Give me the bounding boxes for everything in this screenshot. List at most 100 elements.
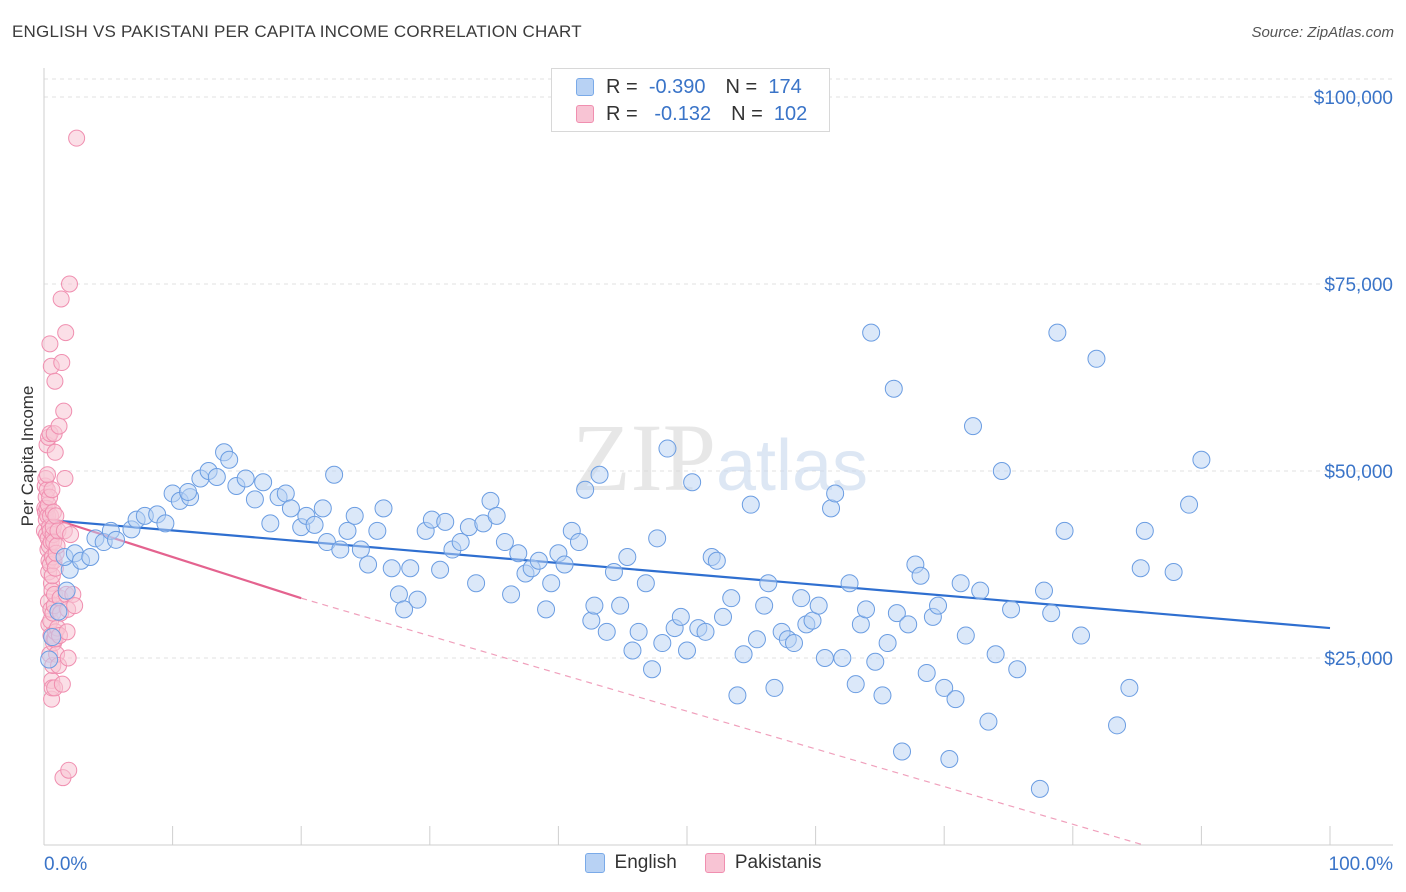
english-point — [866, 652, 885, 671]
english-point — [884, 379, 903, 398]
x-tick-label-left: 0.0% — [44, 854, 87, 875]
english-point — [305, 515, 324, 534]
english-point — [784, 634, 803, 653]
english-point — [1087, 349, 1106, 368]
english-point — [707, 551, 726, 570]
pakistanis-point — [58, 623, 76, 641]
english-point — [582, 611, 601, 630]
english-point — [345, 506, 364, 525]
english-point — [935, 678, 954, 697]
english-point — [653, 634, 672, 653]
english-point — [569, 533, 588, 552]
english-point — [946, 690, 965, 709]
english-point — [893, 742, 912, 761]
legend-n-pakistanis: 102 — [773, 102, 808, 125]
english-point — [873, 686, 892, 705]
english-point — [765, 678, 784, 697]
english-point — [487, 506, 506, 525]
english-point — [1048, 323, 1067, 342]
english-point — [986, 645, 1005, 664]
english-point — [878, 634, 897, 653]
axes — [43, 68, 1393, 846]
english-point — [809, 596, 828, 615]
english-point — [851, 615, 870, 634]
pakistanis-point — [66, 597, 84, 615]
english-point — [846, 675, 865, 694]
legend-swatch-english — [576, 78, 594, 96]
english-point — [382, 559, 401, 578]
english-point — [822, 499, 841, 518]
english-point — [992, 462, 1011, 480]
english-point — [338, 521, 357, 540]
y-axis-label: Per Capita Income — [18, 385, 37, 527]
english-point — [951, 574, 970, 593]
english-point — [368, 521, 387, 540]
english-point — [276, 484, 295, 503]
y-tick-label: $75,000 — [1324, 275, 1393, 296]
english-point — [57, 581, 76, 600]
english-point — [1135, 521, 1154, 540]
english-point — [623, 641, 642, 660]
english-point — [678, 641, 696, 660]
english-point — [1192, 450, 1211, 469]
pakistanis-point — [60, 275, 78, 293]
english-point — [555, 555, 574, 574]
english-point — [917, 663, 936, 682]
english-point — [374, 499, 393, 518]
english-point — [43, 628, 62, 647]
english-point — [618, 548, 637, 567]
english-point — [597, 622, 616, 641]
english-point — [722, 589, 741, 608]
english-point — [636, 574, 655, 593]
english-point — [1042, 604, 1061, 623]
english-point — [502, 585, 521, 604]
english-point — [313, 499, 332, 518]
english-point — [1131, 559, 1150, 578]
watermark-zip: ZIP — [572, 404, 716, 511]
pakistanis-trend-extension — [301, 597, 1144, 846]
legend-item-english: English — [584, 852, 677, 874]
english-point — [431, 560, 450, 579]
english-point — [648, 529, 667, 548]
pakistanis-point — [57, 324, 75, 342]
english-point — [792, 589, 811, 608]
y-tick-labels: $25,000 $50,000 $75,000 $100,000 — [1314, 88, 1393, 670]
english-point — [899, 615, 918, 634]
legend-item-pakistanis: Pakistanis — [704, 852, 821, 874]
english-point — [1108, 716, 1127, 735]
legend-n-label: N = — [731, 102, 763, 125]
english-point — [236, 469, 255, 488]
y-tick-label: $25,000 — [1324, 649, 1393, 670]
english-point — [629, 622, 648, 641]
english-point — [940, 749, 959, 768]
english-point — [261, 514, 280, 533]
english-point — [929, 596, 948, 615]
legend-row-pakistanis: R = -0.132 N = 102 — [576, 101, 807, 127]
english-point — [759, 574, 778, 593]
legend-r-pakistanis: -0.132 — [654, 102, 712, 125]
x-tick-label-right: 100.0% — [1329, 854, 1394, 875]
english-point — [1002, 600, 1021, 619]
legend-r-english: -0.390 — [648, 75, 706, 98]
x-tick-labels: 0.0% 100.0% — [44, 854, 1393, 875]
english-point — [325, 465, 344, 484]
english-point — [833, 649, 852, 667]
english-point — [245, 490, 264, 509]
english-point — [1072, 626, 1091, 645]
legend-swatch-pakistanis — [576, 105, 594, 123]
legend-n-english: 174 — [768, 75, 802, 98]
english-point — [1180, 495, 1199, 514]
pakistanis-point — [68, 129, 86, 147]
pakistanis-point — [46, 372, 64, 390]
english-point — [604, 562, 623, 581]
english-point — [611, 596, 630, 615]
pakistanis-point — [60, 761, 78, 779]
english-point — [671, 607, 690, 626]
english-point — [1030, 779, 1049, 798]
english-point — [220, 450, 239, 469]
legend-swatch-pakistanis — [704, 853, 725, 873]
english-point — [585, 596, 604, 615]
pakistanis-point — [53, 354, 71, 372]
english-point — [179, 482, 198, 501]
